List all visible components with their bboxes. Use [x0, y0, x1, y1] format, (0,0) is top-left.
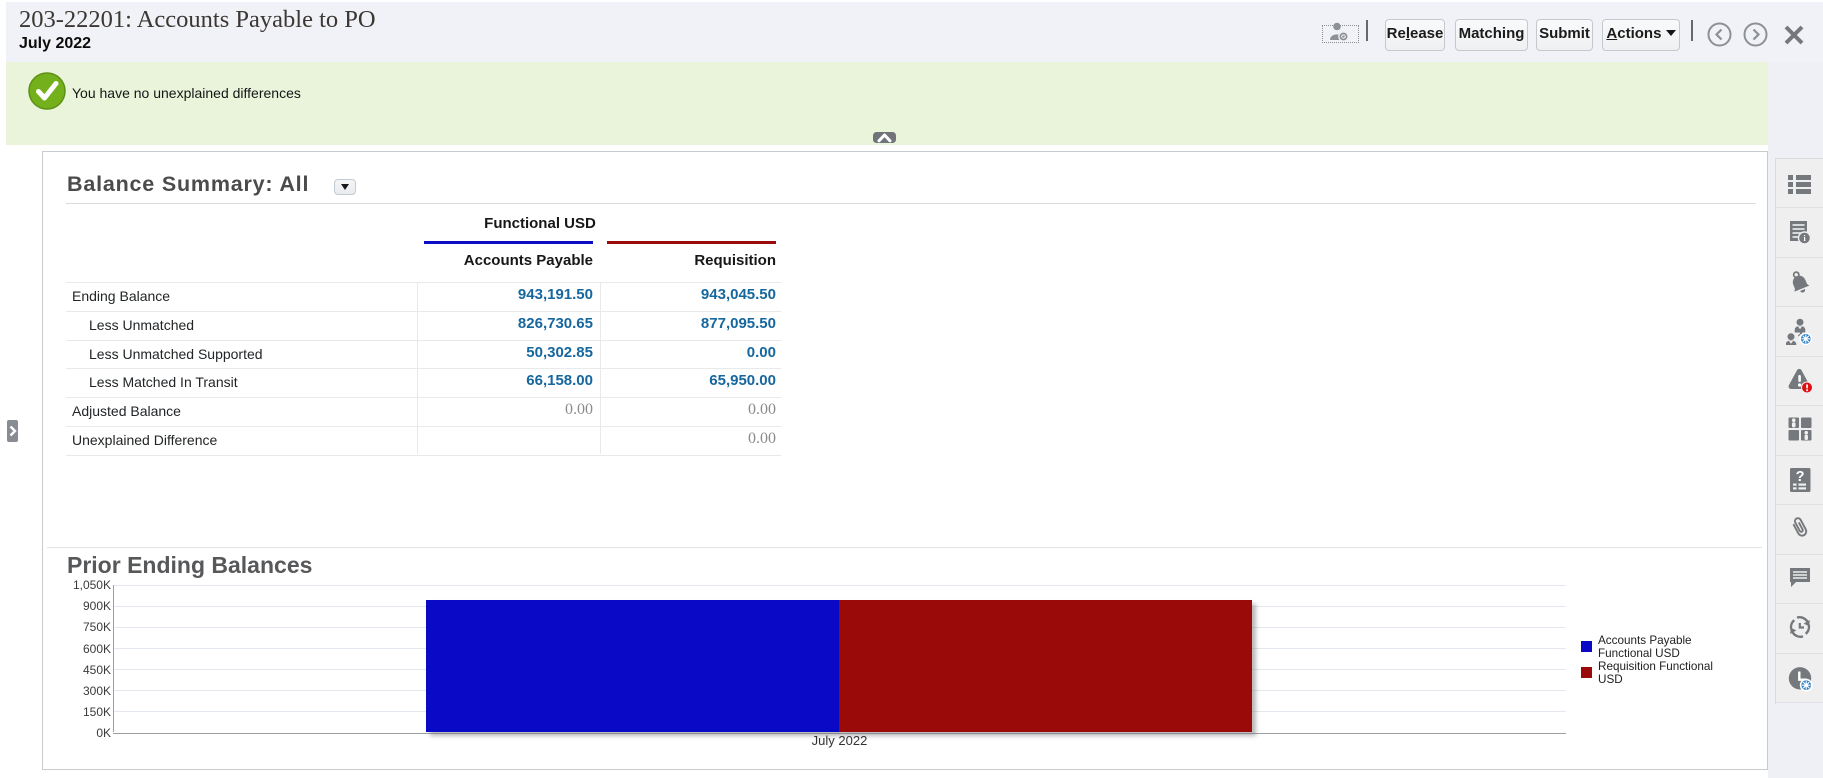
svg-text:i: i — [1803, 233, 1806, 243]
svg-text:?: ? — [1796, 469, 1805, 485]
